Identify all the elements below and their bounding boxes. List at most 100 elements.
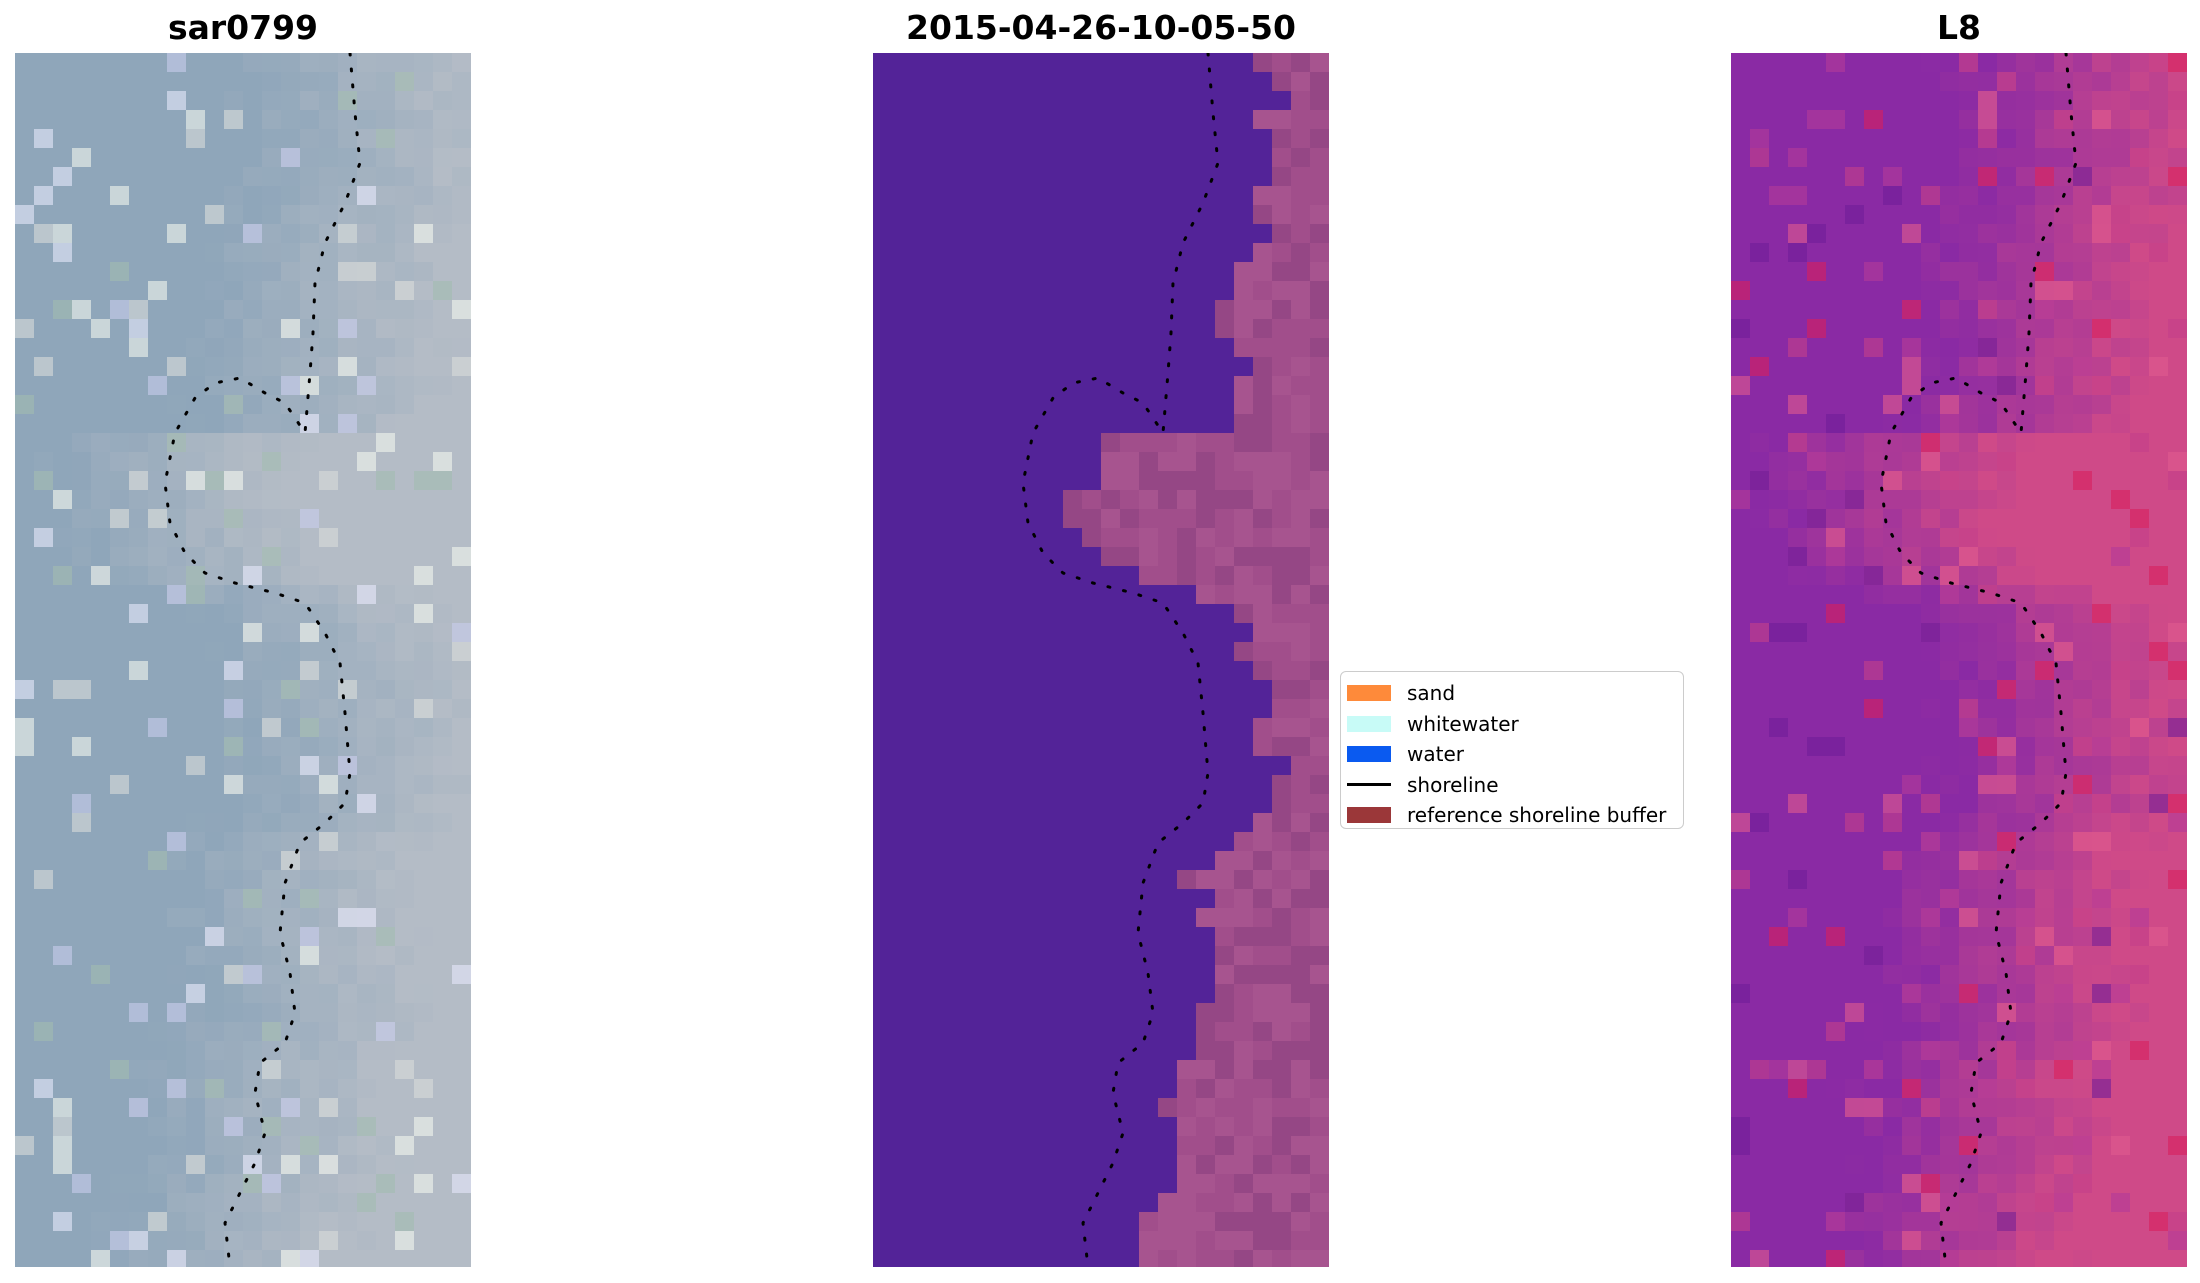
pixel-cell <box>395 718 415 738</box>
pixel-cell <box>1272 775 1292 795</box>
pixel-cell <box>1845 1041 1865 1061</box>
pixel-cell <box>2168 300 2187 320</box>
pixel-cell <box>414 262 434 282</box>
pixel-cell <box>2092 699 2112 719</box>
pixel-cell <box>1272 1193 1292 1213</box>
pixel-cell <box>376 205 396 225</box>
pixel-cell <box>911 262 931 282</box>
pixel-cell <box>91 1022 111 1042</box>
pixel-cell <box>72 129 92 149</box>
pixel-cell <box>1063 566 1083 586</box>
pixel-cell <box>1788 984 1808 1004</box>
pixel-cell <box>1845 243 1865 263</box>
pixel-cell <box>1158 509 1178 529</box>
pixel-cell <box>1215 338 1235 358</box>
pixel-cell <box>34 319 54 339</box>
pixel-cell <box>433 471 453 491</box>
pixel-cell <box>911 908 931 928</box>
pixel-cell <box>1921 547 1941 567</box>
pixel-cell <box>1883 1041 1903 1061</box>
pixel-cell <box>243 756 263 776</box>
pixel-cell <box>452 1231 471 1251</box>
pixel-cell <box>110 186 130 206</box>
pixel-cell <box>395 53 415 73</box>
pixel-cell <box>1253 1003 1273 1023</box>
pixel-cell <box>1234 319 1254 339</box>
pixel-cell <box>1177 1193 1197 1213</box>
pixel-cell <box>319 91 339 111</box>
pixel-cell <box>1272 547 1292 567</box>
pixel-cell <box>1978 414 1998 434</box>
pixel-cell <box>72 262 92 282</box>
pixel-cell <box>1769 395 1789 415</box>
pixel-cell <box>2130 167 2150 187</box>
pixel-cell <box>1750 243 1770 263</box>
pixel-cell <box>1158 680 1178 700</box>
pixel-cell <box>1731 1193 1751 1213</box>
pixel-cell <box>319 129 339 149</box>
pixel-cell <box>2130 604 2150 624</box>
pixel-cell <box>1120 1041 1140 1061</box>
pixel-cell <box>873 547 893 567</box>
pixel-cell <box>319 1136 339 1156</box>
pixel-cell <box>376 832 396 852</box>
pixel-cell <box>873 984 893 1004</box>
pixel-cell <box>2035 528 2055 548</box>
pixel-cell <box>930 1212 950 1232</box>
pixel-cell <box>1063 129 1083 149</box>
pixel-cell <box>1158 224 1178 244</box>
pixel-cell <box>186 357 206 377</box>
pixel-cell <box>1902 1136 1922 1156</box>
pixel-cell <box>1025 91 1045 111</box>
pixel-cell <box>2054 794 2074 814</box>
pixel-cell <box>1291 186 1311 206</box>
pixel-cell <box>300 1003 320 1023</box>
pixel-cell <box>1310 395 1329 415</box>
pixel-cell <box>395 281 415 301</box>
pixel-cell <box>1826 300 1846 320</box>
pixel-cell <box>1921 338 1941 358</box>
pixel-cell <box>1215 243 1235 263</box>
pixel-cell <box>1291 53 1311 73</box>
pixel-cell <box>452 110 471 130</box>
pixel-cell <box>148 53 168 73</box>
pixel-cell <box>15 262 35 282</box>
pixel-cell <box>1063 205 1083 225</box>
pixel-cell <box>1158 699 1178 719</box>
pixel-cell <box>1139 1155 1159 1175</box>
pixel-cell <box>319 642 339 662</box>
pixel-cell <box>1997 72 2017 92</box>
pixel-cell <box>1959 91 1979 111</box>
pixel-cell <box>1082 813 1102 833</box>
pixel-cell <box>2035 72 2055 92</box>
pixel-cell <box>1845 547 1865 567</box>
pixel-cell <box>2073 965 2093 985</box>
pixel-cell <box>892 566 912 586</box>
pixel-cell <box>129 357 149 377</box>
pixel-cell <box>1006 509 1026 529</box>
pixel-cell <box>1921 642 1941 662</box>
pixel-cell <box>1044 756 1064 776</box>
pixel-cell <box>1940 186 1960 206</box>
pixel-cell <box>53 889 73 909</box>
pixel-cell <box>148 72 168 92</box>
pixel-cell <box>1940 319 1960 339</box>
pixel-cell <box>1807 1003 1827 1023</box>
pixel-cell <box>395 946 415 966</box>
pixel-cell <box>376 110 396 130</box>
pixel-cell <box>1101 585 1121 605</box>
pixel-cell <box>1731 1250 1751 1267</box>
pixel-cell <box>1807 680 1827 700</box>
pixel-cell <box>1006 148 1026 168</box>
pixel-cell <box>2035 870 2055 890</box>
pixel-cell <box>148 585 168 605</box>
pixel-cell <box>1272 1231 1292 1251</box>
pixel-cell <box>1158 1250 1178 1267</box>
pixel-cell <box>1101 262 1121 282</box>
pixel-cell <box>1978 1212 1998 1232</box>
pixel-cell <box>110 965 130 985</box>
pixel-cell <box>1101 604 1121 624</box>
pixel-cell <box>414 585 434 605</box>
legend-item-reference-shoreline-buffer: reference shoreline buffer <box>1341 800 1683 831</box>
pixel-cell <box>1997 1079 2017 1099</box>
